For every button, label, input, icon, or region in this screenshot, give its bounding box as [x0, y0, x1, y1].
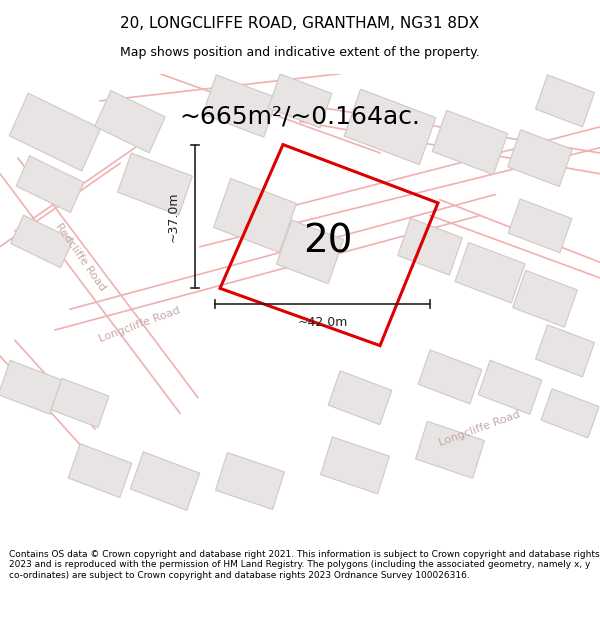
Text: Redcliffe Road: Redcliffe Road — [53, 221, 107, 292]
Polygon shape — [95, 91, 165, 152]
Polygon shape — [432, 111, 508, 174]
Polygon shape — [508, 130, 572, 186]
Polygon shape — [320, 437, 389, 494]
Polygon shape — [0, 361, 62, 414]
Polygon shape — [16, 156, 84, 212]
Polygon shape — [508, 199, 572, 252]
Polygon shape — [416, 421, 484, 478]
Polygon shape — [68, 444, 132, 498]
Polygon shape — [536, 325, 595, 377]
Text: Longcliffe Road: Longcliffe Road — [98, 306, 182, 344]
Text: 20: 20 — [303, 222, 353, 261]
Polygon shape — [398, 218, 463, 275]
Polygon shape — [418, 350, 482, 404]
Text: 20, LONGCLIFFE ROAD, GRANTHAM, NG31 8DX: 20, LONGCLIFFE ROAD, GRANTHAM, NG31 8DX — [121, 16, 479, 31]
Text: Contains OS data © Crown copyright and database right 2021. This information is : Contains OS data © Crown copyright and d… — [9, 550, 599, 580]
Text: Longcliffe Road: Longcliffe Road — [438, 409, 522, 448]
Polygon shape — [9, 93, 101, 171]
Polygon shape — [130, 452, 200, 511]
Polygon shape — [455, 242, 525, 303]
Polygon shape — [277, 220, 344, 284]
Text: ~42.0m: ~42.0m — [298, 316, 347, 329]
Polygon shape — [268, 74, 332, 128]
Polygon shape — [215, 452, 284, 509]
Polygon shape — [536, 75, 595, 127]
Polygon shape — [541, 389, 599, 438]
Polygon shape — [344, 89, 436, 164]
Polygon shape — [478, 361, 542, 414]
Text: ~665m²/~0.164ac.: ~665m²/~0.164ac. — [179, 104, 421, 129]
Polygon shape — [214, 179, 296, 252]
Polygon shape — [512, 271, 577, 327]
Text: ~37.0m: ~37.0m — [167, 191, 179, 242]
Polygon shape — [203, 75, 277, 138]
Text: Map shows position and indicative extent of the property.: Map shows position and indicative extent… — [120, 46, 480, 59]
Polygon shape — [51, 378, 109, 428]
Polygon shape — [118, 153, 193, 216]
Polygon shape — [11, 215, 73, 268]
Polygon shape — [328, 371, 392, 424]
